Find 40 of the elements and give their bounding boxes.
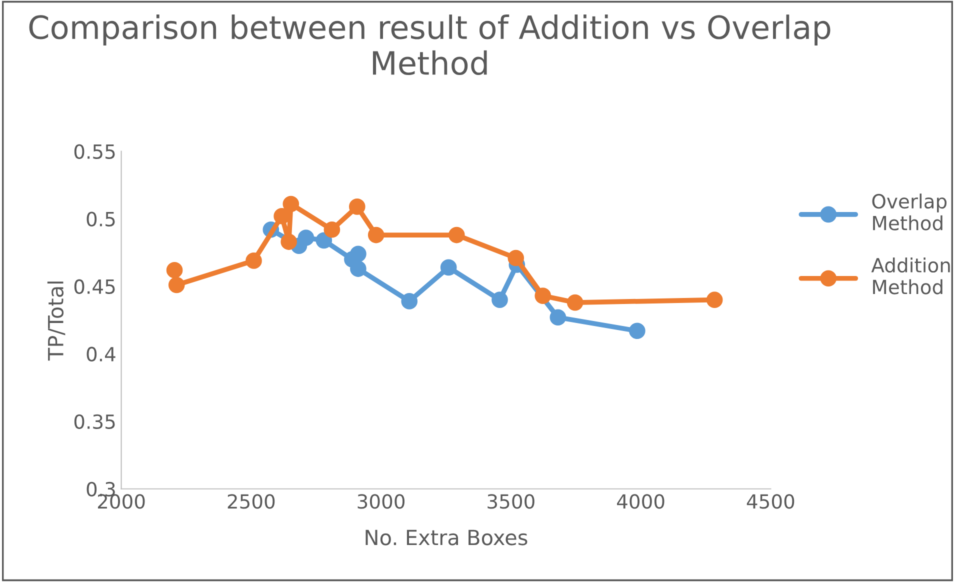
x-tick-label: 2500 — [228, 494, 275, 509]
legend-label: Overlap Method — [872, 194, 947, 230]
point — [508, 250, 524, 266]
point — [324, 221, 340, 238]
point — [440, 259, 457, 276]
y-tick-label: 0.45 — [74, 279, 115, 294]
point — [492, 292, 508, 308]
point — [348, 198, 366, 215]
point — [350, 260, 366, 277]
x-axis-title: No. Extra Boxes — [366, 530, 528, 546]
x-tick-label: 2000 — [98, 494, 145, 509]
point — [566, 294, 584, 311]
chart-title: Comparison between result of Addition vs Overlap Method — [29, 14, 830, 76]
x-tick-label: 3000 — [358, 494, 404, 509]
point — [706, 292, 723, 308]
x-tick-label: 3500 — [488, 494, 534, 509]
point — [298, 230, 314, 246]
y-tick-label: 0.5 — [86, 212, 115, 226]
x-tick-label: 4500 — [746, 494, 794, 509]
point — [448, 226, 465, 244]
point — [401, 293, 418, 310]
point — [368, 226, 384, 244]
point — [274, 208, 290, 224]
point — [246, 252, 262, 269]
y-tick-label: 0.35 — [74, 414, 115, 430]
point — [534, 288, 552, 304]
legend-label: Addition Method — [871, 258, 950, 294]
x-tick-label: 4000 — [617, 494, 664, 509]
y-tick-label: 0.3 — [86, 482, 115, 497]
y-tick-label: 0.4 — [86, 346, 116, 362]
point — [350, 246, 366, 262]
point — [282, 196, 300, 212]
y-axis-title: TP/Total — [47, 282, 66, 361]
point — [280, 234, 297, 250]
point — [550, 309, 566, 326]
point — [168, 276, 185, 294]
point — [316, 232, 332, 249]
point — [629, 322, 646, 340]
y-tick-label: 0.55 — [74, 144, 115, 159]
point — [166, 262, 183, 278]
